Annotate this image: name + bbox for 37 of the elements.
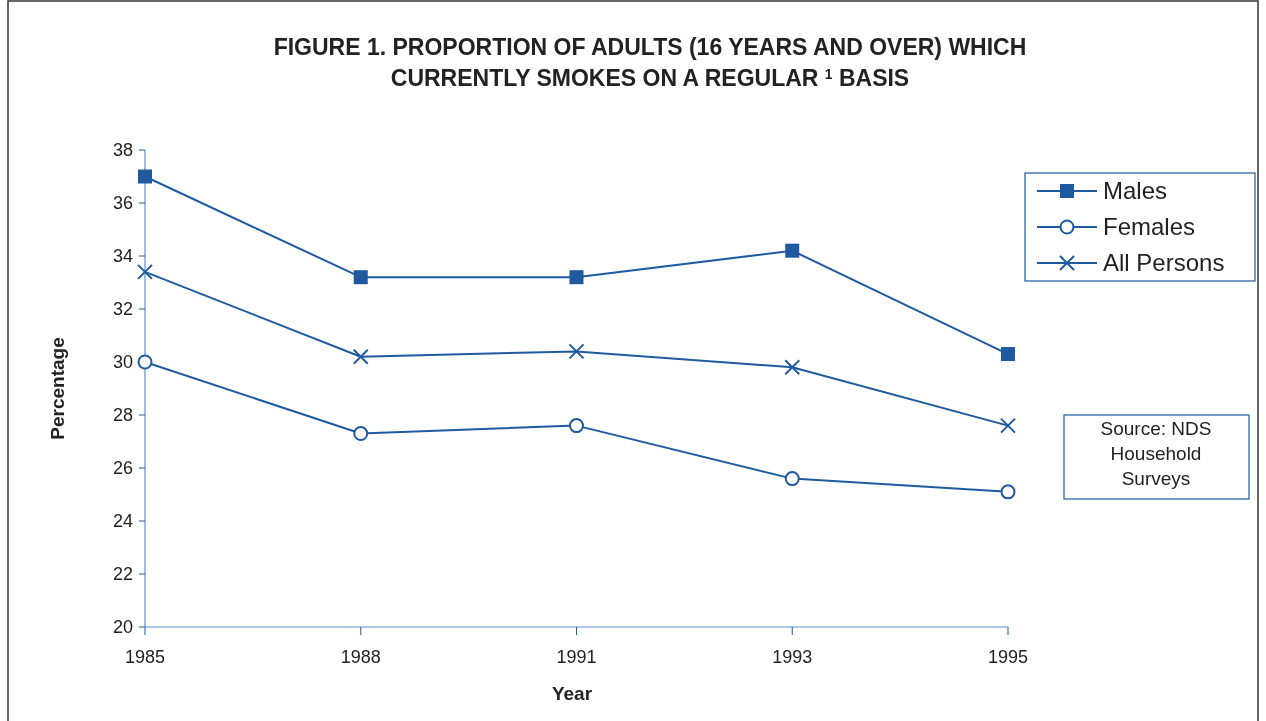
point: [784, 359, 801, 376]
point: [569, 270, 584, 285]
point: [352, 348, 369, 365]
y-tick-label: 22: [112, 564, 133, 585]
x-axis-title: Year: [551, 683, 593, 704]
point: [353, 270, 368, 285]
legend-label: All Persons: [1103, 249, 1225, 277]
y-tick-label: 24: [112, 511, 133, 532]
point: [785, 243, 800, 258]
point: [137, 354, 153, 370]
point: [569, 418, 584, 434]
y-tick-label: 32: [112, 299, 133, 320]
x-tick-label: 1991: [556, 647, 597, 667]
y-tick-label: 36: [112, 193, 133, 214]
point: [568, 343, 585, 360]
legend-label: Males: [1103, 177, 1168, 205]
y-tick-label: 30: [112, 352, 133, 373]
y-tick-label: 28: [112, 405, 133, 426]
point: [1001, 347, 1015, 362]
y-axis-title: Percentage: [47, 337, 68, 440]
y-tick-label: 34: [112, 246, 133, 267]
y-tick-label: 26: [112, 458, 133, 479]
x-tick-label: 1995: [987, 647, 1029, 667]
point: [138, 169, 152, 184]
y-tick-label: 38: [112, 140, 133, 161]
point: [784, 471, 800, 487]
point: [1000, 417, 1016, 434]
point: [353, 426, 369, 442]
y-tick-label: 20: [112, 617, 133, 638]
x-tick-label: 1985: [124, 647, 166, 667]
point: [137, 263, 153, 280]
x-tick-label: 1988: [340, 647, 381, 667]
point: [1000, 484, 1016, 500]
legend-label: Females: [1103, 213, 1196, 241]
source-note: Source: NDS Household Surveys: [1100, 418, 1212, 489]
chart-title: FIGURE 1. PROPORTION OF ADULTS (16 YEARS AND OVER) WHICH CURRENTLY SMOKES ON A REGULAR $^{1}$ BASIS: [273, 34, 1027, 91]
x-tick-label: 1993: [772, 647, 813, 667]
